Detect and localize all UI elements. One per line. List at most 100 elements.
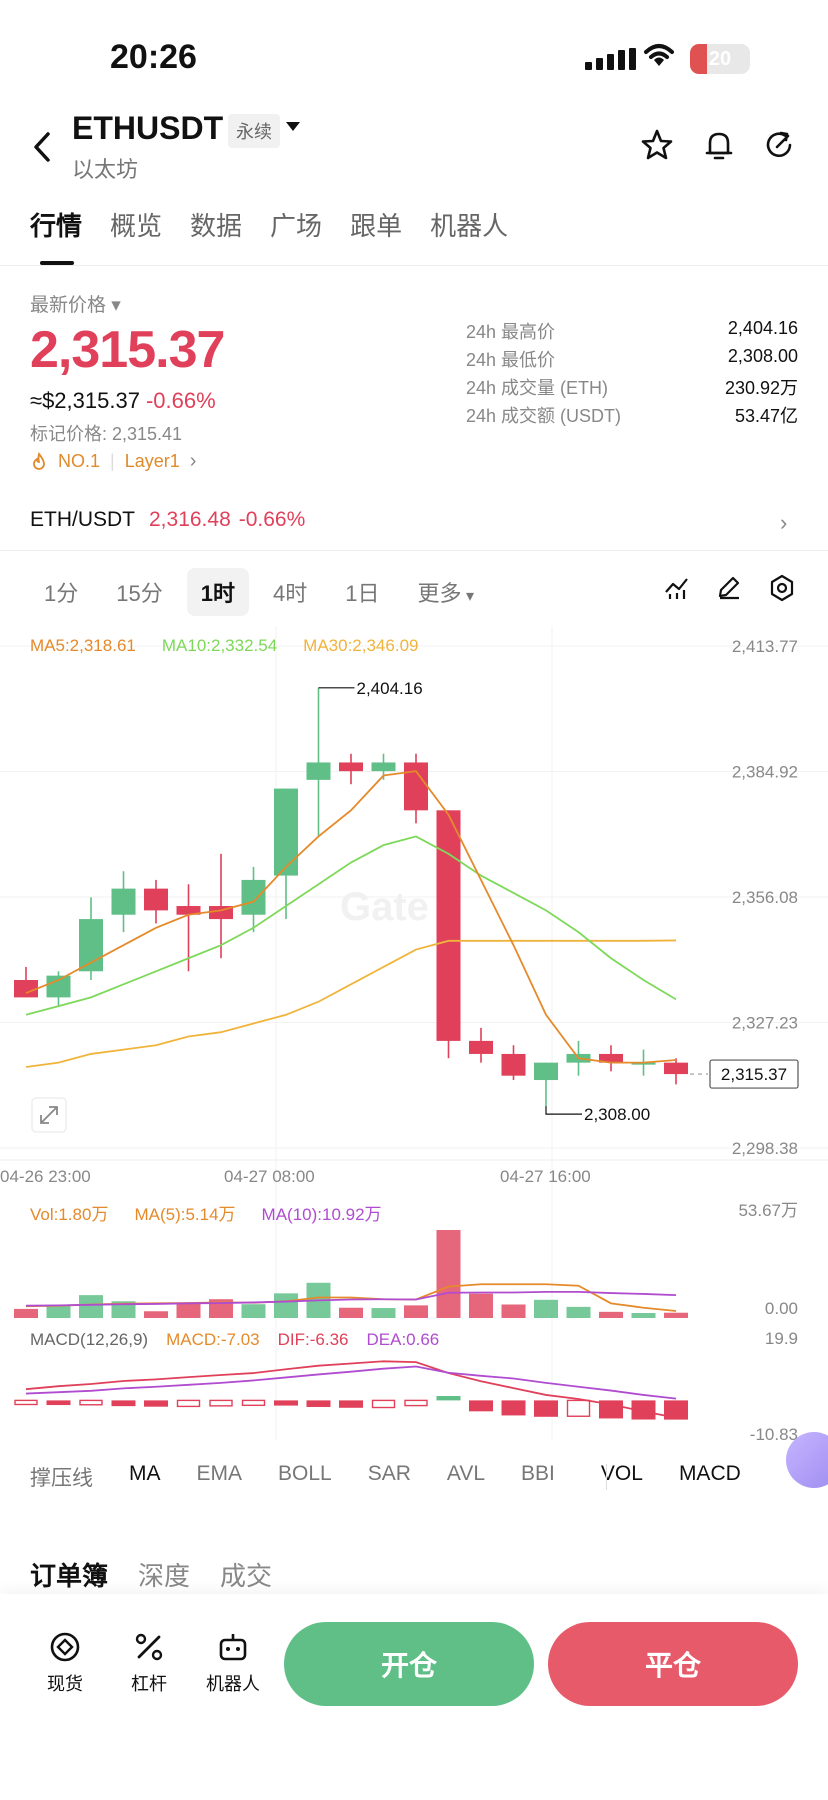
price-change: -0.66%	[145, 388, 216, 413]
volume-bar	[14, 1308, 38, 1318]
indicator-sar[interactable]: SAR	[367, 1462, 411, 1485]
tab-bots[interactable]: 机器人	[430, 211, 509, 241]
macd-bar	[274, 1400, 298, 1406]
candle-body	[501, 1053, 526, 1076]
sector-tag: Layer1	[124, 451, 180, 471]
indicator-boll[interactable]: BOLL	[278, 1462, 332, 1485]
battery-level: 20	[708, 48, 732, 70]
tab-square[interactable]: 广场	[270, 211, 323, 241]
back-arrow-icon[interactable]	[30, 130, 54, 164]
open-position-button[interactable]: 开仓	[284, 1622, 534, 1706]
star-icon[interactable]	[640, 128, 674, 162]
spot-pair-row[interactable]: ETH/USDT 2,316.48 -0.66%	[30, 508, 305, 532]
macd-bar	[469, 1400, 493, 1412]
nav-bot[interactable]: 机器人	[198, 1630, 268, 1696]
indicator-vol[interactable]: VOL	[600, 1462, 643, 1485]
macd-bar	[664, 1400, 688, 1420]
indicator-bbi[interactable]: BBI	[521, 1462, 555, 1485]
macd-bar	[631, 1400, 656, 1420]
macd-bar	[436, 1396, 461, 1401]
ma-legend: MA5:2,318.61 MA10:2,332.54 MA30:2,346.09	[30, 636, 418, 656]
indicator-macd[interactable]: MACD	[678, 1462, 741, 1485]
spot-price: 2,316.48	[149, 508, 231, 531]
macd-bar	[46, 1400, 71, 1406]
volume-legend: Vol:1.80万 MA(5):5.14万 MA(10):10.92万	[30, 1200, 382, 1225]
indicator-avl[interactable]: AVL	[446, 1462, 486, 1485]
pair-title[interactable]: ETHUSDT	[72, 110, 224, 146]
candle-body	[534, 1062, 558, 1081]
draw-pencil-icon[interactable]	[716, 574, 742, 600]
tab-trades[interactable]: 成交	[220, 1561, 273, 1591]
tab-market[interactable]: 行情	[30, 206, 82, 265]
volume-axis-top: 53.67万	[738, 1201, 798, 1220]
timeframe-1d[interactable]: 1日	[345, 581, 380, 606]
macd-bar	[241, 1399, 266, 1407]
indicator-divider	[606, 1464, 607, 1490]
indicator-ma[interactable]: MA	[129, 1462, 161, 1485]
robot-icon	[219, 1634, 247, 1661]
candle-body	[176, 906, 201, 915]
tab-orderbook[interactable]: 订单簿	[30, 1561, 109, 1591]
candle-body	[371, 762, 396, 772]
volume-bar	[469, 1293, 493, 1318]
volume-bar	[664, 1312, 688, 1318]
volume-bar	[436, 1230, 461, 1318]
tab-copy-trading[interactable]: 跟单	[350, 211, 403, 241]
macd-bar	[14, 1399, 38, 1406]
x-axis-label: 04-27 16:00	[500, 1167, 591, 1186]
close-position-button[interactable]: 平仓	[548, 1622, 798, 1706]
macd-bar	[339, 1400, 363, 1408]
tab-depth[interactable]: 深度	[138, 1561, 191, 1591]
volume-bar	[534, 1299, 558, 1318]
rank-tags[interactable]: NO.1 | Layer1 ›	[30, 450, 196, 473]
timeframe-15m[interactable]: 15分	[116, 581, 163, 606]
battery-icon: 20	[690, 44, 750, 74]
chevron-right-icon[interactable]: ›	[780, 510, 788, 535]
volume-bar	[404, 1305, 428, 1318]
tab-overview[interactable]: 概览	[110, 211, 163, 241]
macd-bar	[144, 1400, 168, 1407]
macd-axis-top: 19.9	[765, 1329, 798, 1348]
status-time: 20:26	[110, 38, 197, 76]
nav-spot[interactable]: 现货	[30, 1630, 100, 1696]
indicator-selector: 撑压线 MA EMA BOLL SAR AVL BBI VOL MACD	[30, 1462, 777, 1492]
macd-bar	[79, 1399, 103, 1406]
macd-bar	[404, 1399, 428, 1407]
expand-arrows	[40, 1106, 58, 1124]
watermark-logo: Gate	[340, 885, 429, 929]
timeframe-1m[interactable]: 1分	[44, 581, 79, 606]
x-axis-label: 04-27 08:00	[224, 1167, 315, 1186]
floating-assistant-button[interactable]	[786, 1432, 828, 1488]
nav-spot-label: 现货	[47, 1674, 83, 1694]
timeframe-4h[interactable]: 4时	[272, 581, 308, 606]
timeframe-more[interactable]: 更多	[403, 568, 488, 616]
candle-body	[111, 888, 136, 915]
macd-axis-bottom: -10.83	[750, 1425, 798, 1440]
leverage-icon	[135, 1633, 163, 1661]
tab-data[interactable]: 数据	[190, 211, 243, 241]
timeframe-1h[interactable]: 1时	[186, 568, 249, 616]
settings-icon[interactable]	[768, 574, 796, 602]
macd-bar	[371, 1399, 396, 1409]
usd-price: ≈$2,315.37 -0.66%	[30, 388, 216, 414]
price-chart[interactable]: 2,413.77 2,384.92 2,356.08 2,327.23 2,298.38…	[0, 620, 828, 1440]
ma30-value: MA30:2,346.09	[303, 636, 419, 655]
indicator-ema[interactable]: EMA	[196, 1462, 243, 1485]
indicator-support-resistance[interactable]: 撑压线	[30, 1467, 93, 1490]
indicator-icon[interactable]	[664, 574, 690, 600]
pair-dropdown-icon[interactable]	[286, 122, 300, 131]
y-axis-label: 2,413.77	[732, 637, 798, 656]
refresh-icon[interactable]	[762, 128, 796, 162]
candle-body	[599, 1053, 623, 1063]
latest-price-label[interactable]: 最新价格 ▾	[30, 295, 121, 316]
candle-body	[404, 762, 428, 811]
volume-bar	[144, 1311, 168, 1318]
nav-leverage[interactable]: 杠杆	[114, 1630, 184, 1696]
y-axis-label: 2,384.92	[732, 763, 798, 782]
bell-icon[interactable]	[702, 128, 736, 162]
contract-type-badge: 永续	[228, 114, 280, 148]
nav-leverage-label: 杠杆	[131, 1674, 167, 1694]
candle-body	[144, 888, 168, 911]
spot-pair: ETH/USDT	[30, 508, 135, 531]
dea-line	[25, 1365, 677, 1400]
